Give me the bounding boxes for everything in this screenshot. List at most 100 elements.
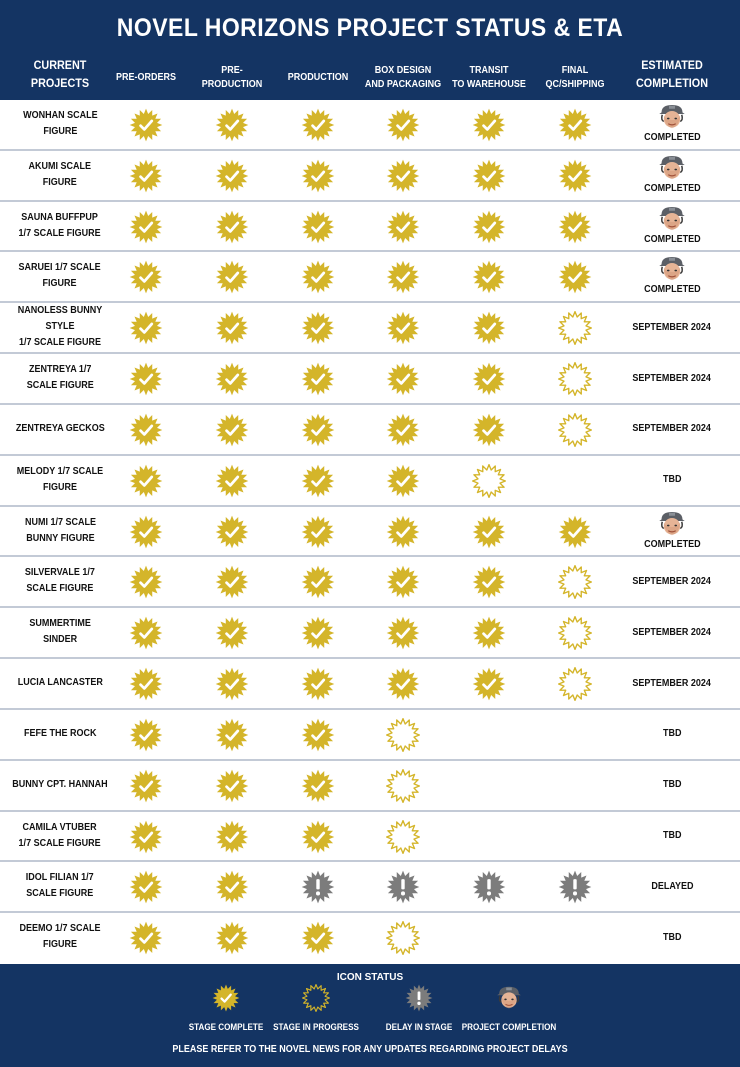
stage-complete-icon [558, 210, 592, 244]
stage-complete-icon [215, 565, 249, 599]
stage-complete-icon [386, 108, 420, 142]
avatar-icon [657, 254, 687, 284]
stage-complete-icon [472, 311, 506, 345]
eta-text: SEPTEMBER 2024 [632, 677, 712, 689]
stage-in-progress-icon [558, 667, 592, 702]
eta-cell: DELAYED [606, 862, 738, 910]
col-header-eta: ESTIMATED COMPLETION [636, 58, 708, 90]
delay-in-stage-icon [405, 984, 433, 1012]
stage-complete-icon [472, 667, 506, 701]
legend-item: DELAY IN STAGE [364, 984, 474, 1034]
eta-cell: SEPTEMBER 2024 [606, 354, 738, 402]
stage-complete-icon [301, 210, 335, 244]
project-name: WONHAN SCALE FIGURE [22, 110, 98, 137]
stage-complete-icon [386, 667, 420, 701]
stage-complete-icon [386, 515, 420, 549]
col-header-projects: CURRENT PROJECTS [30, 58, 90, 90]
table-row: FEFE THE ROCK TBD [0, 710, 740, 761]
col-header-stage: PRODUCTION [287, 72, 349, 83]
stage-complete-icon [301, 464, 335, 498]
eta-cell: TBD [606, 913, 738, 961]
table-row: WONHAN SCALE FIGURE COMPLETED [0, 100, 740, 151]
stage-complete-icon [472, 616, 506, 650]
stage-complete-icon [129, 515, 163, 549]
table-row: SUMMERTIME SINDER SEPTEMBER 2024 [0, 608, 740, 660]
stage-complete-icon [129, 159, 163, 193]
eta-cell: SEPTEMBER 2024 [606, 303, 738, 351]
stage-complete-icon [558, 159, 592, 193]
stage-complete-icon [215, 311, 249, 345]
stage-complete-icon [386, 616, 420, 650]
eta-text: COMPLETED [643, 233, 701, 245]
stage-complete-icon [129, 413, 163, 447]
stage-complete-icon [386, 311, 420, 345]
stage-complete-icon [215, 769, 249, 803]
stage-complete-icon [301, 108, 335, 142]
stage-complete-icon [129, 820, 163, 854]
eta-text: TBD [662, 779, 682, 791]
col-header-stage: BOX DESIGN AND PACKAGING [364, 65, 442, 90]
stage-complete-icon [386, 362, 420, 396]
stage-complete-icon [472, 210, 506, 244]
eta-cell: TBD [606, 456, 738, 504]
stage-complete-icon [386, 210, 420, 244]
stage-complete-icon [215, 362, 249, 396]
eta-text: COMPLETED [643, 284, 701, 296]
stage-complete-icon [386, 159, 420, 193]
stage-in-progress-icon [558, 362, 592, 397]
project-name: SARUEI 1/7 SCALE FIGURE [18, 262, 102, 290]
eta-cell: COMPLETED [606, 202, 738, 250]
stage-complete-icon [301, 159, 335, 193]
stage-complete-icon [129, 667, 163, 701]
project-name: NUMI 1/7 SCALE BUNNY FIGURE [24, 516, 96, 544]
table-row: ZENTREYA GECKOS SEPTEMBER 2024 [0, 405, 740, 456]
stage-complete-icon [301, 311, 335, 345]
eta-text: TBD [662, 474, 682, 486]
footer-note: PLEASE REFER TO THE NOVEL NEWS FOR ANY U… [172, 1044, 568, 1055]
stage-complete-icon [472, 413, 506, 447]
header: NOVEL HORIZONS PROJECT STATUS & ETA CURR… [0, 0, 740, 100]
stage-complete-icon [215, 616, 249, 650]
stage-in-progress-icon [386, 921, 420, 956]
eta-cell: SEPTEMBER 2024 [606, 557, 738, 605]
stage-complete-icon [472, 159, 506, 193]
stage-complete-icon [129, 565, 163, 599]
stage-complete-icon [215, 718, 249, 752]
project-name: LUCIA LANCASTER [17, 677, 103, 689]
table-row: BUNNY CPT. HANNAH TBD [0, 761, 740, 812]
eta-text: COMPLETED [643, 538, 701, 550]
table-row: SAUNA BUFFPUP 1/7 SCALE FIGURE COMPLETED [0, 202, 740, 253]
project-name: SUMMERTIME SINDER [29, 618, 91, 646]
project-name: AKUMI SCALE FIGURE [28, 160, 92, 188]
stage-complete-icon [129, 464, 163, 498]
stage-complete-icon [215, 667, 249, 701]
stage-complete-icon [215, 413, 249, 447]
stage-complete-icon [129, 769, 163, 803]
stage-complete-icon [301, 260, 335, 294]
project-name: SAUNA BUFFPUP 1/7 SCALE FIGURE [18, 211, 102, 239]
stage-complete-icon [472, 362, 506, 396]
col-header-stage: PRE-ORDERS [115, 72, 177, 83]
stage-complete-icon [472, 260, 506, 294]
eta-cell: SEPTEMBER 2024 [606, 405, 738, 453]
eta-text: SEPTEMBER 2024 [632, 626, 712, 638]
stage-complete-icon [301, 616, 335, 650]
stage-complete-icon [301, 515, 335, 549]
avatar-icon [657, 153, 687, 183]
stage-complete-icon [472, 108, 506, 142]
stage-complete-icon [301, 413, 335, 447]
table-row: ZENTREYA 1/7 SCALE FIGURE SEPTEMBER 2024 [0, 354, 740, 405]
stage-complete-icon [301, 565, 335, 599]
stage-complete-icon [472, 515, 506, 549]
eta-text: SEPTEMBER 2024 [632, 372, 712, 384]
eta-text: SEPTEMBER 2024 [632, 423, 712, 435]
stage-complete-icon [215, 870, 249, 904]
eta-cell: TBD [606, 710, 738, 758]
avatar-icon [657, 102, 687, 132]
legend-label: STAGE COMPLETE [188, 1022, 264, 1032]
stage-complete-icon [301, 718, 335, 752]
eta-cell: SEPTEMBER 2024 [606, 608, 738, 656]
stage-in-progress-icon [472, 463, 506, 498]
footer: ICON STATUS STAGE COMPLETE STAGE IN PROGR… [0, 964, 740, 1067]
stage-in-progress-icon [558, 565, 592, 600]
